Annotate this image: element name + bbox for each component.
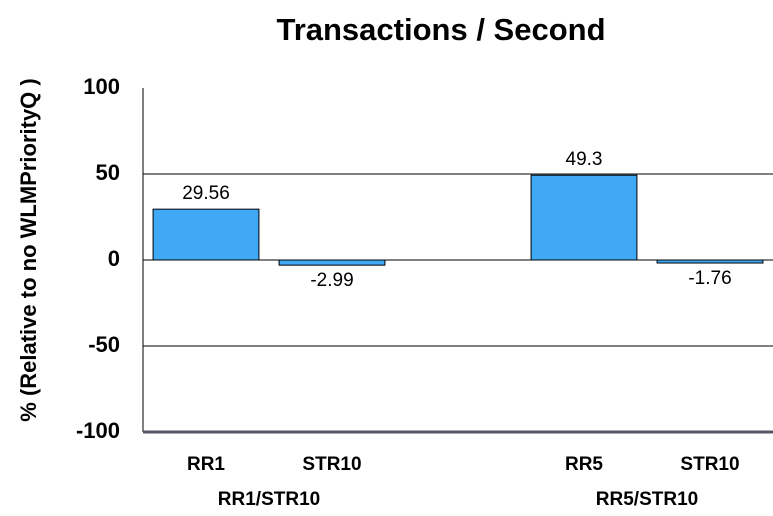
bar (656, 259, 764, 264)
y-tick-label: 0 (108, 246, 120, 271)
x-tick-label: STR10 (680, 454, 739, 475)
y-tick-label: 50 (96, 160, 120, 185)
group-label: RR1/STR10 (218, 489, 320, 510)
y-axis-title: % (Relative to no WLMPriorityQ ) (16, 78, 41, 421)
group-label: RR5/STR10 (596, 489, 698, 510)
data-label: -1.76 (688, 268, 731, 289)
data-label: -2.99 (310, 270, 353, 291)
y-tick-label: 100 (83, 74, 120, 99)
data-label: 49.3 (566, 149, 603, 170)
x-tick-label: RR1 (187, 454, 225, 475)
chart-title: Transactions / Second (276, 12, 605, 47)
y-tick-label: -100 (76, 418, 120, 443)
bar (278, 259, 386, 266)
data-label: 29.56 (182, 183, 230, 204)
x-tick-label: RR5 (565, 454, 603, 475)
x-tick-label: STR10 (302, 454, 361, 475)
y-tick-label: -50 (88, 332, 120, 357)
bar (530, 174, 638, 261)
bar (152, 208, 260, 261)
